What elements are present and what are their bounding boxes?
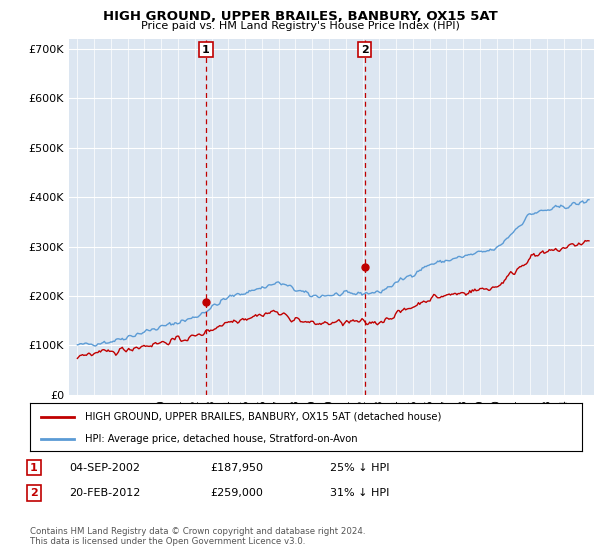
Text: 2: 2 [30, 488, 38, 498]
Text: HPI: Average price, detached house, Stratford-on-Avon: HPI: Average price, detached house, Stra… [85, 434, 358, 444]
Text: HIGH GROUND, UPPER BRAILES, BANBURY, OX15 5AT (detached house): HIGH GROUND, UPPER BRAILES, BANBURY, OX1… [85, 412, 442, 422]
Text: 31% ↓ HPI: 31% ↓ HPI [330, 488, 389, 498]
Text: £259,000: £259,000 [210, 488, 263, 498]
Text: 2: 2 [361, 45, 368, 54]
Text: 20-FEB-2012: 20-FEB-2012 [69, 488, 140, 498]
Text: 25% ↓ HPI: 25% ↓ HPI [330, 463, 389, 473]
Text: 1: 1 [30, 463, 38, 473]
Text: 04-SEP-2002: 04-SEP-2002 [69, 463, 140, 473]
Text: HIGH GROUND, UPPER BRAILES, BANBURY, OX15 5AT: HIGH GROUND, UPPER BRAILES, BANBURY, OX1… [103, 10, 497, 23]
Text: £187,950: £187,950 [210, 463, 263, 473]
Text: Price paid vs. HM Land Registry's House Price Index (HPI): Price paid vs. HM Land Registry's House … [140, 21, 460, 31]
Text: 1: 1 [202, 45, 210, 54]
Text: Contains HM Land Registry data © Crown copyright and database right 2024.
This d: Contains HM Land Registry data © Crown c… [30, 526, 365, 546]
